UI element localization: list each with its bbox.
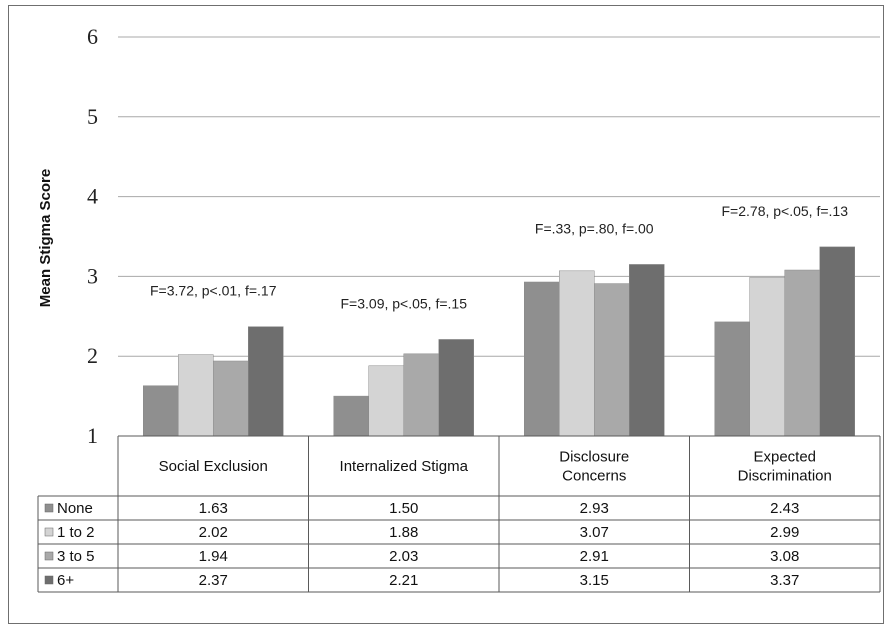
legend-swatch: [44, 503, 54, 513]
stat-annotation: F=.33, p=.80, f=.00: [535, 220, 654, 236]
legend-swatch: [44, 575, 54, 585]
data-label: 2.03: [389, 548, 418, 565]
bar: [438, 339, 474, 437]
category-label: Expected: [753, 449, 816, 466]
data-label: 1.63: [199, 500, 228, 517]
chart-frame: [8, 5, 884, 624]
stat-annotation: F=3.09, p<.05, f=.15: [341, 295, 468, 311]
bar: [368, 365, 404, 437]
bar: [784, 269, 820, 437]
category-label: Internalized Stigma: [340, 458, 469, 475]
legend-label: 6+: [57, 572, 74, 589]
y-tick-label: 3: [87, 263, 98, 288]
legend-label: 1 to 2: [57, 524, 95, 541]
bar: [143, 385, 179, 437]
data-label: 2.21: [389, 572, 418, 589]
category-label: Discrimination: [738, 468, 832, 485]
category-label: Disclosure: [559, 449, 629, 466]
data-label: 2.91: [580, 548, 609, 565]
bar: [333, 395, 369, 437]
legend-label: None: [57, 500, 93, 517]
bar: [559, 270, 595, 437]
y-tick-label: 5: [87, 104, 98, 129]
category-label: Social Exclusion: [159, 458, 268, 475]
data-label: 2.43: [770, 500, 799, 517]
data-label: 3.07: [580, 524, 609, 541]
legend-label: 3 to 5: [57, 548, 95, 565]
stat-annotation: F=3.72, p<.01, f=.17: [150, 283, 277, 299]
data-label: 2.02: [199, 524, 228, 541]
y-tick-label: 6: [87, 24, 98, 49]
legend-swatch: [44, 551, 54, 561]
y-tick-label: 4: [87, 184, 98, 209]
bar: [248, 326, 284, 437]
data-label: 3.37: [770, 572, 799, 589]
data-label: 3.08: [770, 548, 799, 565]
y-axis-label: Mean Stigma Score: [37, 169, 54, 307]
data-label: 2.93: [580, 500, 609, 517]
legend-swatch: [44, 527, 54, 537]
bar: [594, 283, 630, 437]
bar: [213, 360, 249, 437]
data-label: 1.94: [199, 548, 228, 565]
y-tick-label: 1: [87, 423, 98, 448]
bar: [524, 281, 560, 437]
data-label: 1.50: [389, 500, 418, 517]
data-label: 2.99: [770, 524, 799, 541]
bar: [819, 246, 855, 437]
category-label: Concerns: [562, 468, 626, 485]
stat-annotation: F=2.78, p<.05, f=.13: [722, 203, 849, 219]
bar: [629, 264, 665, 437]
y-tick-label: 2: [87, 343, 98, 368]
data-label: 1.88: [389, 524, 418, 541]
bar: [403, 353, 439, 437]
bar: [714, 321, 750, 437]
data-label: 2.37: [199, 572, 228, 589]
bar: [178, 354, 214, 437]
bar: [749, 276, 785, 437]
data-label: 3.15: [580, 572, 609, 589]
